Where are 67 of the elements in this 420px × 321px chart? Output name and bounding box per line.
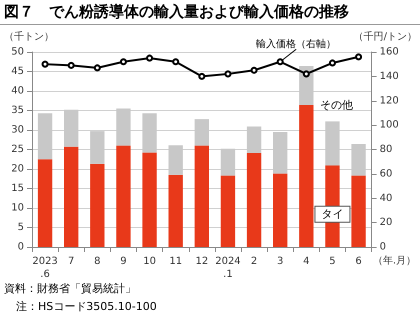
bar xyxy=(299,105,314,247)
bar xyxy=(142,152,157,247)
y-tick-label: 10 xyxy=(11,202,24,214)
x-tick-label: 9 xyxy=(120,256,127,267)
point xyxy=(172,58,180,66)
point xyxy=(198,72,206,80)
point xyxy=(42,60,49,68)
y2-tick-label: 80 xyxy=(380,144,392,155)
bar xyxy=(194,146,209,247)
point xyxy=(328,59,336,66)
point xyxy=(94,64,101,72)
y2-tick-label: 120 xyxy=(380,95,399,106)
x-tick-label: 12 xyxy=(195,256,208,267)
y2-tick-label: 100 xyxy=(380,120,399,131)
y-tick-label: 50 xyxy=(11,46,24,58)
y-tick-label: 5 xyxy=(18,222,24,233)
x-tick-label: 10 xyxy=(143,256,156,267)
x-tick-label: 7 xyxy=(68,256,74,267)
x-tick-label: 6 xyxy=(355,256,362,267)
y-tick-label: 45 xyxy=(11,66,24,77)
x-tick-label: 11 xyxy=(169,256,182,267)
series-label: その他 xyxy=(320,98,353,112)
point xyxy=(120,58,127,66)
y2-axis-title: （千円/トン） xyxy=(354,30,418,42)
bar xyxy=(220,176,236,247)
y-tick-label: 40 xyxy=(11,86,24,96)
x-axis-title: （年.月） xyxy=(372,254,416,266)
y2-tick-label: 40 xyxy=(380,192,392,204)
x-tick-label: 3 xyxy=(277,256,284,267)
y-tick-label: 35 xyxy=(11,105,24,116)
y-tick-label: 30 xyxy=(11,124,24,136)
bar xyxy=(38,159,52,247)
point xyxy=(302,70,310,78)
text: 注：HSコード3505.10-100 xyxy=(16,300,157,313)
point xyxy=(224,70,232,78)
series-label: 輸入価格（右軸） xyxy=(256,38,336,50)
bar xyxy=(246,153,262,247)
point xyxy=(355,53,362,60)
point xyxy=(250,66,258,74)
chart-title: 図７ でん粉誘導体の輸入量および輸入価格の推移 xyxy=(4,2,349,20)
bar xyxy=(116,146,131,247)
y-tick-label: 15 xyxy=(11,183,24,194)
text: 資料：財務省「貿易統計」 xyxy=(4,282,136,295)
point xyxy=(146,54,154,62)
y-tick-label: 0 xyxy=(18,242,24,252)
x-tick-label: 2 xyxy=(250,256,258,267)
x-tick-label: 5 xyxy=(329,256,336,267)
y2-tick-label: 140 xyxy=(380,70,399,82)
y-tick-label: 25 xyxy=(11,144,24,155)
x-tick-label: 2023 .6 xyxy=(32,256,58,280)
x-tick-label: 4 xyxy=(303,256,310,267)
point xyxy=(68,62,75,69)
series-label: タイ xyxy=(321,208,344,221)
y2-tick-label: 60 xyxy=(380,168,392,180)
bar xyxy=(273,174,288,247)
bar xyxy=(90,164,104,247)
bar xyxy=(64,146,78,247)
bar xyxy=(168,174,183,247)
y2-tick-label: 20 xyxy=(380,217,392,228)
point xyxy=(276,58,284,66)
y2-tick-label: 0 xyxy=(380,242,386,252)
y-tick-label: 20 xyxy=(11,164,24,174)
y-axis-title: （千トン） xyxy=(4,30,54,42)
bar xyxy=(351,176,366,247)
x-tick-label: 2024 .1 xyxy=(215,256,241,280)
y2-tick-label: 160 xyxy=(380,46,399,58)
x-tick-label: 8 xyxy=(94,256,100,267)
